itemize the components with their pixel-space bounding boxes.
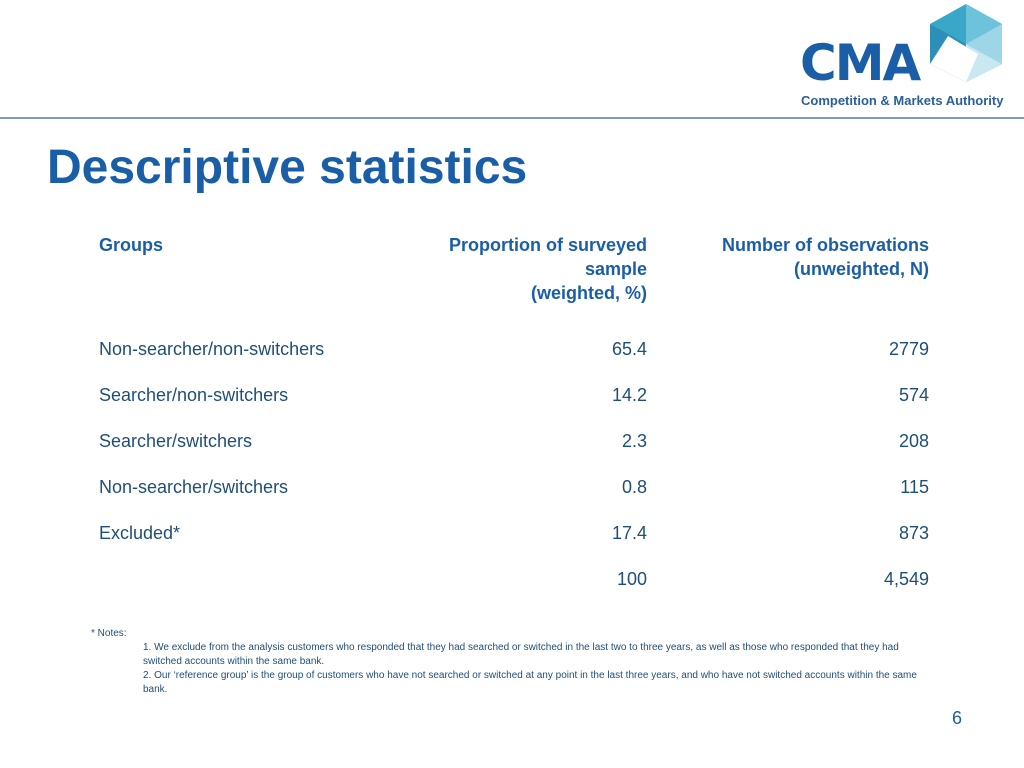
page-number: 6 [951,708,962,728]
proportion-cell: 14.2 [611,385,647,405]
notes-heading: * Notes: [91,628,127,639]
table-total-row: 100 4,549 [0,567,1024,591]
table-row: Excluded* 17.4 873 [0,521,1024,545]
proportion-total-cell: 100 [616,569,647,589]
table-row: Non-searcher/non-switchers 65.4 2779 [0,337,1024,361]
observations-cell: 2779 [888,339,929,359]
table-row: Non-searcher/switchers 0.8 115 [0,475,1024,499]
group-cell: Searcher/non-switchers [99,385,289,405]
table-row: Searcher/switchers 2.3 208 [0,429,1024,453]
column-header-observations: Number of observations (unweighted, N) [721,235,929,279]
proportion-cell: 0.8 [621,477,647,497]
observations-total-cell: 4,549 [883,569,929,589]
hexagon-logo-icon [930,4,1002,82]
group-cell: Searcher/switchers [99,431,253,451]
observations-cell: 208 [898,431,929,451]
footnotes: * Notes: 1. We exclude from the analysis… [91,627,931,697]
proportion-cell: 2.3 [621,431,647,451]
column-header-groups: Groups [99,235,164,255]
note-item: 1. We exclude from the analysis customer… [143,642,899,667]
observations-cell: 873 [898,523,929,543]
header-divider [0,117,1024,119]
note-item: 2. Our ‘reference group’ is the group of… [143,670,917,695]
proportion-cell: 65.4 [611,339,647,359]
group-cell: Non-searcher/non-switchers [99,339,325,359]
proportion-cell: 17.4 [611,523,647,543]
observations-cell: 115 [900,477,929,497]
group-cell: Excluded* [99,523,181,543]
table-row: Searcher/non-switchers 14.2 574 [0,383,1024,407]
page-title: Descriptive statistics [47,141,528,194]
cma-logo: CMA Competition & Markets Authority [800,2,1010,114]
group-cell: Non-searcher/switchers [99,477,289,497]
logo-subtitle: Competition & Markets Authority [801,93,1004,108]
logo-wordmark: CMA [800,34,921,92]
column-header-proportion: Proportion of surveyed sample (weighted,… [448,235,647,303]
observations-cell: 574 [898,385,929,405]
